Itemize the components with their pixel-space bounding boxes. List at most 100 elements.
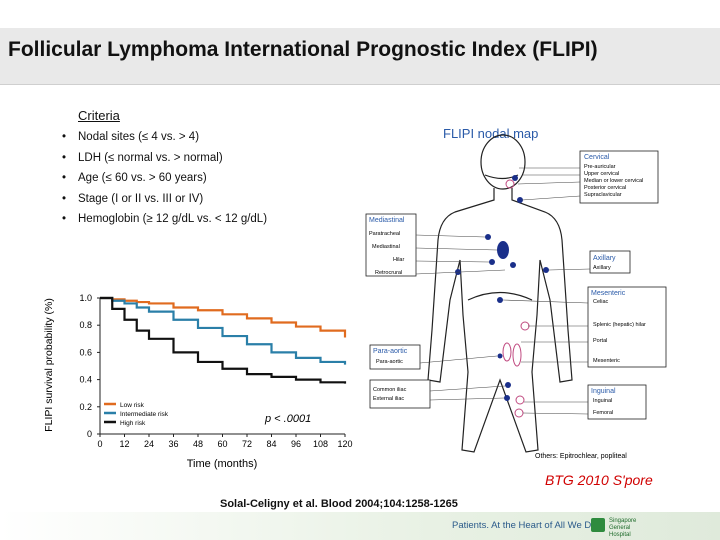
y-tick-label: 0.4	[79, 375, 92, 385]
box-item: Axillary	[593, 265, 611, 271]
chart-axes: 0 12 24 36 48 60 72 84 96 108 120 0 0.2 0.4 0.6 0.8 1.0	[79, 293, 352, 449]
criteria-list: • Nodal sites (≤ 4 vs. > 4) • LDH (≤ norma…	[62, 127, 267, 230]
node-marker	[485, 234, 491, 240]
node-marker	[497, 241, 509, 259]
node-marker	[505, 179, 515, 189]
node-marker	[502, 342, 512, 362]
body-outline	[427, 134, 573, 453]
x-tick-label: 0	[97, 439, 102, 449]
criteria-item: • Hemoglobin (≥ 12 g/dL vs. < 12 g/dL)	[62, 213, 268, 225]
criteria-text: Nodal sites (≤ 4 vs. > 4)	[78, 131, 200, 143]
x-tick-label: 108	[313, 439, 328, 449]
node-marker	[510, 262, 516, 268]
series-line	[100, 296, 347, 365]
criteria-text: Stage (I or II vs. III or IV)	[78, 192, 204, 205]
node-marker	[512, 343, 522, 367]
node-marker	[517, 197, 523, 203]
criteria-text: Age (≤ 60 vs. > 60 years)	[78, 172, 207, 184]
x-tick-label: 120	[337, 439, 352, 449]
box-item: Mesenteric	[593, 358, 620, 364]
box-heading: Cervical	[584, 154, 610, 161]
iliac-box: Common iliac External iliac	[369, 379, 431, 409]
criteria-panel: Criteria • Nodal sites (≤ 4 vs. > 4) • LDH…	[62, 108, 267, 230]
nodal-map-title: FLIPI nodal map	[443, 126, 538, 141]
node-marker	[520, 321, 530, 331]
box-heading: Mediastinal	[369, 217, 405, 224]
x-tick-label: 84	[266, 439, 276, 449]
chart-legend: Low risk Intermediate risk High risk	[104, 402, 169, 427]
node-marker	[489, 259, 495, 265]
box-item: Portal	[593, 338, 607, 344]
box-item: External iliac	[373, 396, 404, 402]
node-marker	[504, 395, 510, 401]
nodal-sites	[455, 175, 549, 418]
box-item: Para-aortic	[376, 359, 403, 365]
y-axis-label: FLIPI survival probability (%)	[43, 298, 55, 432]
axillary-box: Axillary Axillary	[589, 250, 631, 274]
node-marker	[515, 395, 525, 405]
para-aortic-box: Para-aortic Para-aortic	[369, 344, 421, 370]
footer-hospital-name: Singapore General Hospital	[609, 518, 637, 538]
box-item: Hilar	[393, 257, 404, 263]
box-item: Retrocrural	[375, 270, 402, 276]
criteria-text: Hemoglobin (≥ 12 g/dL vs. < 12 g/dL)	[78, 213, 268, 225]
legend-label: Low risk	[120, 402, 145, 409]
nodal-map-others: Others: Epitrochlear, popliteal	[535, 453, 627, 460]
mesenteric-box: Mesenteric Celiac Splenic (hepatic) hila…	[587, 286, 667, 368]
mediastinal-box: Mediastinal Paratracheal Mediastinal Hil…	[365, 213, 417, 277]
box-item: Upper cervical	[584, 171, 619, 177]
y-tick-label: 1.0	[79, 293, 92, 303]
criteria-item: • Age (≤ 60 vs. > 60 years)	[62, 172, 207, 184]
inguinal-box: Inguinal Inguinal Femoral	[587, 384, 647, 420]
citation: Solal-Celigny et al. Blood 2004;104:1258…	[220, 498, 458, 510]
box-heading: Para-aortic	[373, 348, 408, 355]
x-tick-label: 72	[242, 439, 252, 449]
box-item: Supraclavicular	[584, 192, 622, 198]
slide-title: Follicular Lymphoma International Progno…	[8, 38, 598, 61]
x-tick-label: 96	[291, 439, 301, 449]
node-marker	[497, 353, 503, 359]
x-tick-label: 48	[193, 439, 203, 449]
box-item: Median or lower cervical	[584, 178, 643, 184]
box-item: Common iliac	[373, 387, 407, 393]
box-item: Femoral	[593, 410, 613, 416]
title-bar: Follicular Lymphoma International Progno…	[0, 28, 720, 85]
criteria-heading: Criteria	[78, 108, 120, 123]
node-marker	[505, 382, 511, 388]
watermark-text: BTG 2010 S'pore	[545, 472, 653, 488]
footer-bar: Patients. At the Heart of All We Do. Sin…	[0, 512, 720, 540]
chart-series	[100, 296, 347, 384]
legend-label: High risk	[120, 420, 146, 427]
y-tick-label: 0	[87, 429, 92, 439]
hospital-logo-icon	[591, 518, 605, 532]
box-heading: Axillary	[593, 255, 616, 262]
node-marker	[514, 408, 524, 418]
x-tick-label: 60	[217, 439, 227, 449]
box-item: Celiac	[593, 299, 609, 305]
y-tick-label: 0.2	[79, 402, 92, 412]
criteria-text: LDH (≤ normal vs. > normal)	[78, 151, 223, 164]
box-heading: Mesenteric	[591, 290, 626, 297]
criteria-item: • Nodal sites (≤ 4 vs. > 4)	[62, 131, 200, 143]
legend-label: Intermediate risk	[120, 411, 169, 418]
box-item: Pre-auricular	[584, 164, 616, 170]
box-item: Mediastinal	[372, 244, 400, 250]
box-item: Inguinal	[593, 398, 612, 404]
x-tick-label: 36	[168, 439, 178, 449]
leader-lines	[415, 167, 591, 415]
footer-tagline: Patients. At the Heart of All We Do.	[452, 520, 600, 531]
p-value-annotation: p < .0001	[264, 413, 311, 425]
criteria-item: • LDH (≤ normal vs. > normal)	[62, 151, 223, 164]
x-tick-label: 24	[144, 439, 154, 449]
node-marker	[497, 297, 503, 303]
y-tick-label: 0.8	[79, 320, 92, 330]
node-marker	[543, 267, 549, 273]
x-tick-label: 12	[119, 439, 129, 449]
cervical-box: Cervical Pre-auricular Upper cervical Me…	[579, 150, 659, 204]
x-axis-label: Time (months)	[187, 458, 258, 470]
box-item: Posterior cervical	[584, 185, 626, 191]
box-heading: Inguinal	[591, 388, 616, 395]
criteria-item: • Stage (I or II vs. III or IV)	[62, 192, 204, 205]
